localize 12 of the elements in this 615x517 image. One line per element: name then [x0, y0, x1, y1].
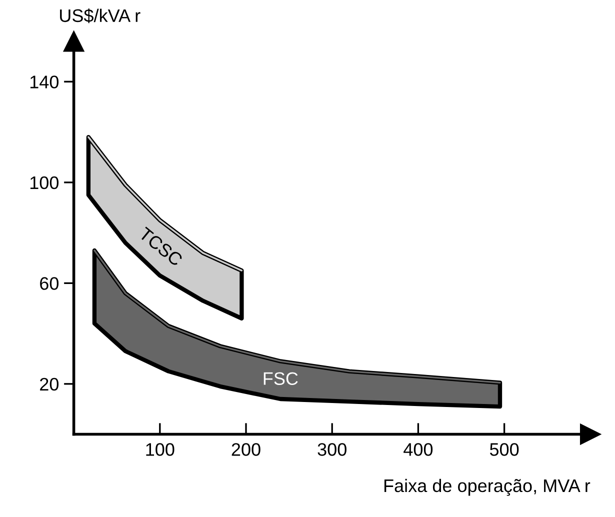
x-tick-label: 400: [404, 443, 433, 456]
x-tick-label: 300: [318, 443, 346, 456]
y-tick-label: 20: [40, 378, 59, 391]
x-axis-title: Faixa de operação, MVA r: [384, 478, 590, 496]
x-tick-label: 200: [232, 443, 260, 456]
y-tick-label: 60: [40, 277, 59, 290]
y-axis-title: US$/kVA r: [60, 8, 140, 24]
x-tick-label: 100: [146, 443, 174, 456]
y-tick-label: 100: [30, 176, 59, 190]
x-tick-label: 500: [490, 443, 519, 456]
y-tick-label: 140: [30, 76, 59, 88]
series-label: FSC: [264, 372, 298, 385]
